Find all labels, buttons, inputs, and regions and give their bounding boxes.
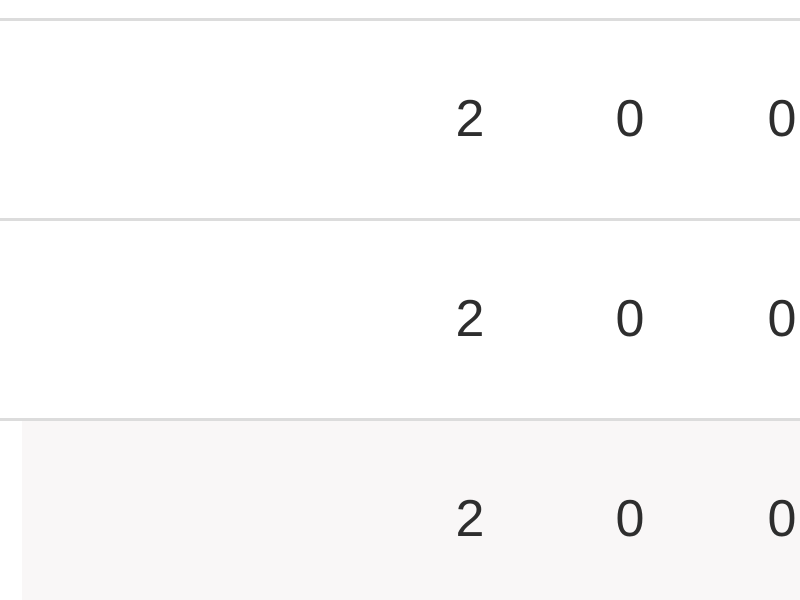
table-cell: 2 xyxy=(455,290,485,348)
table-row: 2 0 0 xyxy=(0,418,800,600)
table-cell: 0 xyxy=(767,90,797,148)
table-cell: 0 xyxy=(615,490,645,548)
table-cell: 0 xyxy=(615,90,645,148)
table-row: 2 0 0 xyxy=(0,18,800,218)
table-cell: 2 xyxy=(455,490,485,548)
table-cell: 2 xyxy=(455,90,485,148)
table-cell: 0 xyxy=(615,290,645,348)
table-cell: 0 xyxy=(767,290,797,348)
table-row: 2 0 0 xyxy=(0,218,800,418)
table-cell: 0 xyxy=(767,490,797,548)
